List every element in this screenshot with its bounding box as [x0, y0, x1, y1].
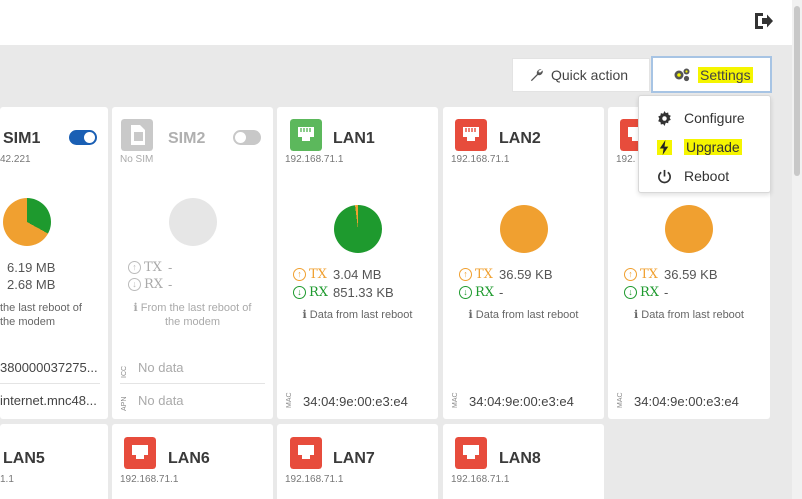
power-icon	[658, 169, 671, 183]
sim2-toggle[interactable]	[233, 130, 261, 145]
sim1-title: SIM1	[3, 130, 41, 147]
settings-dropdown: Configure Upgrade Reboot	[638, 95, 771, 193]
download-arrow-icon: ↓	[128, 278, 141, 291]
gear-icon	[658, 110, 671, 126]
lan2-note: ℹ Data from last reboot	[468, 309, 579, 321]
lan2-rx-row: ↓ RX -	[459, 285, 503, 300]
quick-action-label: Quick action	[551, 67, 629, 83]
mac-label: MAC	[617, 392, 624, 408]
scrollbar-thumb[interactable]	[794, 6, 800, 176]
apn-label: APN	[121, 396, 128, 411]
lan5-card[interactable]: LAN5 1.1	[0, 424, 108, 499]
iccid-label: ICC	[121, 365, 128, 378]
sim2-tx-row: ↑ TX -	[128, 260, 172, 275]
lan1-note: ℹ Data from last reboot	[302, 309, 413, 321]
download-arrow-icon: ↓	[459, 286, 472, 299]
menu-item-upgrade[interactable]: Upgrade	[657, 139, 742, 155]
upload-arrow-icon: ↑	[293, 268, 306, 281]
lan2-tx-row: ↑ TX 36.59 KB	[459, 267, 553, 282]
lan2-title: LAN2	[499, 130, 541, 147]
sim1-note-line2: the modem	[0, 316, 56, 328]
lan5-ip: 1.1	[0, 474, 14, 485]
lan8-title: LAN8	[499, 450, 541, 467]
lan3-note: ℹ Data from last reboot	[634, 309, 744, 321]
info-icon: ℹ	[133, 302, 141, 314]
sim2-usage-pie	[169, 198, 217, 246]
logout-icon[interactable]	[752, 10, 774, 32]
sim1-note-line1: the last reboot of	[0, 302, 82, 314]
lan6-title: LAN6	[168, 450, 210, 467]
lan3-usage-pie	[665, 205, 713, 253]
gears-icon	[674, 68, 690, 82]
sim2-rx-row: ↓ RX -	[128, 277, 172, 292]
lan7-ip: 192.168.71.1	[285, 474, 344, 485]
lan6-ip: 192.168.71.1	[120, 474, 179, 485]
sim2-status: No SIM	[120, 154, 154, 165]
sim1-usage-pie	[3, 198, 51, 246]
top-bar	[0, 0, 802, 45]
upload-arrow-icon: ↑	[128, 261, 141, 274]
lan3-card[interactable]: 192. ↑ TX 36.59 KB ↓ RX - ℹ Data from la…	[608, 107, 770, 419]
sim2-iccid: No data	[138, 360, 184, 375]
ethernet-port-icon	[290, 119, 322, 151]
info-icon: ℹ	[468, 309, 476, 321]
info-icon: ℹ	[634, 309, 642, 321]
sim-card-icon	[121, 119, 153, 151]
mac-label: MAC	[452, 392, 459, 408]
lan3-ip: 192.	[616, 154, 636, 165]
upload-arrow-icon: ↑	[459, 268, 472, 281]
lan2-usage-pie	[500, 205, 548, 253]
settings-label: Settings	[698, 66, 753, 83]
lan6-card[interactable]: LAN6 192.168.71.1	[112, 424, 273, 499]
lan8-ip: 192.168.71.1	[451, 474, 510, 485]
lan1-title: LAN1	[333, 130, 375, 147]
info-icon: ℹ	[302, 309, 310, 321]
sim2-note: ℹ From the last reboot of the modem	[133, 302, 252, 328]
lan5-title: LAN5	[3, 450, 45, 467]
ethernet-port-icon	[124, 437, 156, 469]
sim2-card[interactable]: SIM2 No SIM ↑ TX - ↓ RX - ℹ From the las…	[112, 107, 273, 419]
lan3-tx-row: ↑ TX 36.59 KB	[624, 267, 718, 282]
mac-label: MAC	[286, 392, 293, 408]
quick-action-button[interactable]: Quick action	[512, 58, 650, 92]
sim1-tx-value: 6.19 MB	[7, 260, 56, 275]
sim1-toggle[interactable]	[69, 130, 97, 145]
lan7-card[interactable]: LAN7 192.168.71.1	[277, 424, 438, 499]
lan2-card[interactable]: LAN2 192.168.71.1 ↑ TX 36.59 KB ↓ RX - ℹ…	[443, 107, 604, 419]
sim2-title: SIM2	[168, 130, 206, 147]
menu-item-reboot[interactable]: Reboot	[657, 168, 729, 184]
download-arrow-icon: ↓	[293, 286, 306, 299]
lan3-rx-row: ↓ RX -	[624, 285, 668, 300]
ethernet-port-icon	[290, 437, 322, 469]
menu-item-configure[interactable]: Configure	[657, 110, 745, 126]
sim1-apn: internet.mnc48...	[0, 393, 97, 408]
sim2-apn: No data	[138, 393, 184, 408]
ethernet-port-icon	[455, 119, 487, 151]
upload-arrow-icon: ↑	[624, 268, 637, 281]
lan2-ip: 192.168.71.1	[451, 154, 510, 165]
lan1-card[interactable]: LAN1 192.168.71.1 ↑ TX 3.04 MB ↓ RX 851.…	[277, 107, 438, 419]
lan2-mac: 34:04:9e:00:e3:e4	[469, 394, 574, 409]
lan1-usage-pie	[334, 205, 382, 253]
sim1-ip: 42.221	[0, 154, 31, 165]
lan1-rx-row: ↓ RX 851.33 KB	[293, 285, 394, 300]
lan7-title: LAN7	[333, 450, 375, 467]
ethernet-port-icon	[455, 437, 487, 469]
sim1-iccid: 380000037275...	[0, 360, 98, 375]
lan1-ip: 192.168.71.1	[285, 154, 344, 165]
lan3-mac: 34:04:9e:00:e3:e4	[634, 394, 739, 409]
lan1-mac: 34:04:9e:00:e3:e4	[303, 394, 408, 409]
lan1-tx-row: ↑ TX 3.04 MB	[293, 267, 381, 282]
wrench-icon	[530, 68, 543, 81]
sim1-card[interactable]: SIM1 42.221 6.19 MB 2.68 MB the last reb…	[0, 107, 108, 419]
sim1-rx-value: 2.68 MB	[7, 277, 56, 292]
page-scrollbar[interactable]	[792, 0, 802, 499]
settings-button[interactable]: Settings	[651, 56, 772, 93]
download-arrow-icon: ↓	[624, 286, 637, 299]
bolt-icon	[657, 139, 672, 155]
lan8-card[interactable]: LAN8 192.168.71.1	[443, 424, 604, 499]
